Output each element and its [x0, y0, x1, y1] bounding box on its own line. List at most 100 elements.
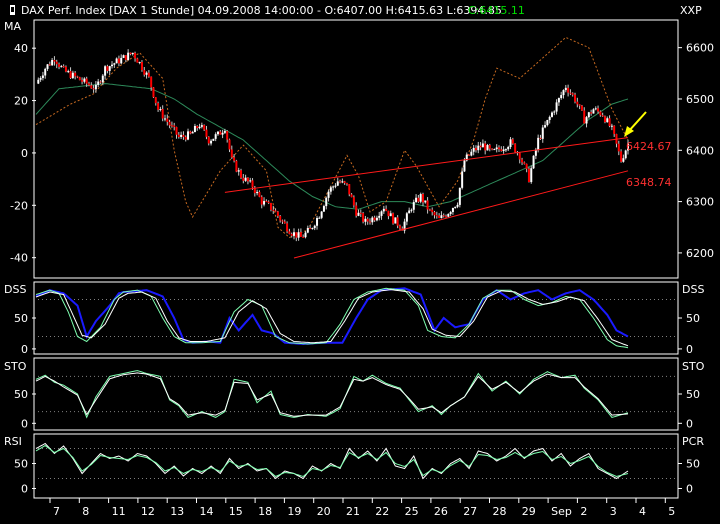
candle-body [454, 206, 457, 209]
x-axis-tick-label: 2 [580, 505, 587, 518]
candle-body [104, 66, 107, 76]
candle-body [233, 157, 236, 161]
candle-body [78, 77, 81, 81]
candle-body [269, 203, 272, 210]
candle-body [477, 145, 480, 151]
candle-body [525, 163, 528, 169]
x-axis-tick-label: 26 [434, 505, 448, 518]
candle-body [44, 68, 47, 76]
dss-right-label: DSS [682, 283, 704, 296]
candle-body [403, 221, 406, 231]
candle-body [313, 225, 316, 229]
candle-body [154, 97, 157, 104]
x-axis-tick-label: 7 [53, 505, 60, 518]
indicator-right-tick-label: 0 [686, 417, 693, 430]
candle-body [366, 218, 369, 222]
header-right-label: XXP [680, 4, 702, 17]
candle-body [74, 72, 77, 77]
candle-body [263, 201, 266, 205]
arrow-head-icon [624, 126, 634, 137]
candle-body [417, 197, 420, 202]
candle-body [396, 217, 399, 226]
candle-body [216, 131, 219, 135]
candle-body [590, 112, 593, 114]
candle-body [500, 149, 503, 152]
candle-body [58, 64, 61, 67]
candle-body [617, 143, 620, 152]
trendline [224, 137, 629, 193]
candle-body [574, 94, 577, 102]
left-axis-tick-label: 0 [21, 147, 28, 160]
x-axis-tick-label: 21 [346, 505, 360, 518]
candle-body [458, 187, 461, 205]
candle-body [463, 160, 466, 172]
left-axis-tick-label: 40 [14, 42, 28, 55]
indicator-right-tick-label: 50 [686, 312, 700, 325]
candle-body [177, 134, 180, 138]
indicator-right-tick-label: 0 [686, 483, 693, 496]
candle-body [281, 220, 284, 222]
candle-body [175, 127, 178, 135]
candle-body [576, 101, 579, 105]
sto-right-label: STO [682, 360, 705, 373]
candle-body [242, 177, 245, 181]
candle-body [173, 125, 176, 128]
candle-body [470, 151, 473, 156]
candle-body [486, 145, 489, 151]
candle-body [622, 158, 625, 162]
candle-body [488, 145, 491, 149]
candle-body [260, 196, 263, 205]
header: DAX Perf. Index [DAX 1 Stunde] 04.09.200… [10, 4, 702, 17]
candle-body [246, 177, 249, 182]
candle-body [380, 211, 383, 216]
candle-body [244, 177, 247, 181]
candle-body [479, 145, 482, 148]
indicator-series-line [35, 442, 629, 480]
x-axis-tick-label: 29 [522, 505, 536, 518]
indicator-right-tick-label: 50 [686, 388, 700, 401]
candle-body [334, 185, 337, 187]
candle-body [85, 78, 88, 84]
candle-body [359, 212, 362, 214]
candle-body [442, 215, 445, 217]
x-axis-tick-label: 20 [317, 505, 331, 518]
candle-body [392, 213, 395, 224]
indicator-series-line [35, 370, 629, 419]
candle-body [362, 213, 365, 222]
x-axis-tick-label: 3 [610, 505, 617, 518]
main-left-ticks: 40 20 0 -20 -40 [10, 42, 36, 265]
main-panel-frame [33, 19, 679, 279]
candle-body [207, 136, 210, 144]
candle-body [157, 103, 160, 110]
candle-body [90, 85, 93, 89]
candle-body [39, 77, 42, 80]
arrow-annotation [624, 111, 647, 137]
candle-body [83, 78, 86, 82]
candle-body [152, 87, 155, 98]
candle-body [339, 181, 342, 183]
candle-body [286, 223, 289, 232]
candle-body [601, 115, 604, 117]
candle-body [187, 131, 190, 140]
candle-body [578, 104, 581, 106]
candle-body [214, 134, 217, 139]
candle-body [608, 118, 611, 127]
candle-body [327, 191, 330, 198]
x-axis-tick-label: 18 [258, 505, 272, 518]
candle-body [456, 204, 459, 207]
candle-body [541, 127, 544, 139]
right-axis-tick-label: 6500 [686, 93, 714, 106]
candle-body [447, 213, 450, 217]
candle-body [465, 154, 468, 161]
candle-body [292, 232, 295, 236]
price-label-upper: 6424.67 [626, 140, 672, 153]
candle-body [373, 217, 376, 221]
candle-body [111, 64, 114, 67]
candle-body [507, 146, 510, 150]
candle-body [484, 143, 487, 151]
candle-body [571, 93, 574, 95]
candle-body [212, 138, 215, 141]
candle-body [117, 58, 120, 64]
candle-body [97, 81, 100, 85]
indicator-left-tick-label: 0 [21, 417, 28, 430]
